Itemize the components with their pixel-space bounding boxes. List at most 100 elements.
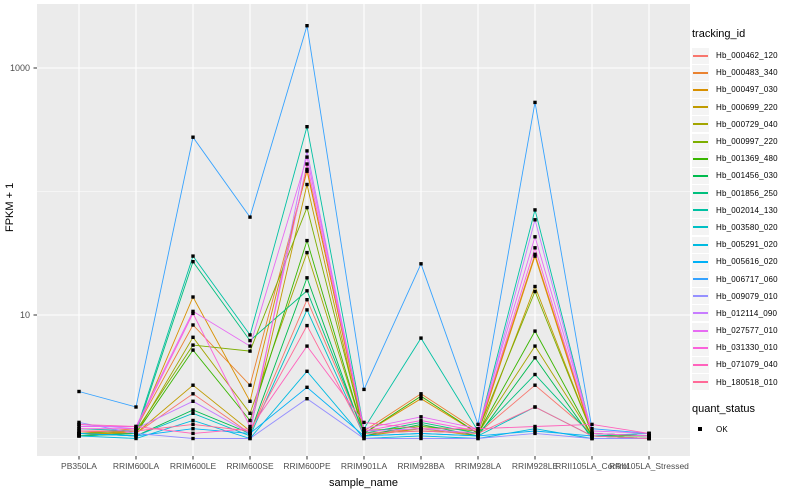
legend-key-line-icon xyxy=(693,71,708,74)
data-point xyxy=(590,436,594,441)
data-point xyxy=(77,434,81,438)
data-point xyxy=(305,125,309,129)
data-point xyxy=(647,436,651,441)
data-point xyxy=(191,427,195,431)
data-point xyxy=(305,276,309,280)
legend-item-label: Hb_003580_020 xyxy=(716,222,778,232)
legend-key-line-icon xyxy=(693,329,708,332)
data-point xyxy=(476,429,480,433)
legend-item-label: Hb_000497_030 xyxy=(716,85,778,95)
legend-item: Hb_005616_020 xyxy=(692,253,800,270)
data-point xyxy=(191,335,195,339)
data-point xyxy=(77,431,81,436)
legend-item-label: Hb_001369_480 xyxy=(716,154,778,164)
data-point xyxy=(476,436,480,441)
data-point xyxy=(476,422,480,427)
data-point xyxy=(305,162,309,166)
data-point xyxy=(533,254,537,258)
data-point xyxy=(248,418,252,423)
data-point xyxy=(248,424,252,429)
data-point xyxy=(134,427,138,431)
data-point xyxy=(647,431,651,436)
legend-item: Hb_000729_040 xyxy=(692,116,800,133)
data-point xyxy=(134,429,138,433)
legend-item-label: Hb_027577_010 xyxy=(716,326,778,336)
legend-key xyxy=(692,339,709,356)
data-point xyxy=(419,431,423,436)
data-point xyxy=(305,149,309,153)
legend-key xyxy=(692,99,709,116)
legend-item: Hb_001369_480 xyxy=(692,150,800,167)
data-point xyxy=(191,383,195,387)
data-point xyxy=(590,429,594,433)
legend-item-label: Hb_000462_120 xyxy=(716,51,778,61)
data-point xyxy=(248,383,252,387)
legend-key xyxy=(692,356,709,373)
data-point xyxy=(590,431,594,436)
data-point xyxy=(419,420,423,425)
data-point xyxy=(248,411,252,415)
legend-key xyxy=(692,167,709,184)
data-point xyxy=(77,424,81,429)
data-point xyxy=(305,169,309,173)
data-point xyxy=(419,429,423,433)
legend-key xyxy=(692,322,709,339)
legend-item-label: Hb_005616_020 xyxy=(716,257,778,267)
data-point xyxy=(419,424,423,429)
x-tick-label: RRIM600LA xyxy=(113,461,160,471)
legend-item-label: Hb_000729_040 xyxy=(716,119,778,129)
data-point xyxy=(77,427,81,431)
data-point xyxy=(533,427,537,431)
data-point xyxy=(191,392,195,396)
black-square-marker-icon xyxy=(698,427,702,432)
legend-item: Hb_001856_250 xyxy=(692,185,800,202)
legend-key-line-icon xyxy=(693,260,708,263)
data-point xyxy=(77,389,81,394)
legend-key-line-icon xyxy=(693,174,708,177)
data-point xyxy=(533,246,537,250)
data-point xyxy=(305,385,309,389)
data-point xyxy=(191,260,195,264)
data-point xyxy=(191,399,195,403)
x-tick-label: RRII105LA_Control xyxy=(555,461,629,471)
legend-item-label: Hb_031330_010 xyxy=(716,343,778,353)
data-point xyxy=(533,431,537,436)
data-point xyxy=(77,422,81,427)
data-point xyxy=(533,405,537,409)
data-point xyxy=(533,284,537,289)
data-point xyxy=(476,427,480,431)
legend-item-label: Hb_006717_060 xyxy=(716,274,778,284)
data-point xyxy=(533,208,537,212)
data-point xyxy=(305,298,309,302)
data-point xyxy=(590,422,594,427)
data-point xyxy=(419,336,423,340)
data-point xyxy=(533,372,537,377)
data-point xyxy=(305,369,309,373)
data-point xyxy=(305,205,309,210)
legend-item: Hb_071079_040 xyxy=(692,356,800,373)
data-point xyxy=(362,431,366,436)
data-point xyxy=(305,238,309,243)
legend-item-label: Hb_000997_220 xyxy=(716,137,778,147)
legend-key xyxy=(692,374,709,391)
legend-item-label: Hb_001456_030 xyxy=(716,171,778,181)
data-point xyxy=(419,427,423,431)
data-point xyxy=(419,422,423,427)
data-point xyxy=(533,100,537,105)
legend-key-line-icon xyxy=(693,312,708,315)
legend-item: Hb_003580_020 xyxy=(692,219,800,236)
data-point xyxy=(191,418,195,423)
legend-item: Hb_000483_340 xyxy=(692,64,800,81)
data-point xyxy=(533,424,537,429)
data-point xyxy=(248,338,252,343)
legend-item-label: Hb_002014_130 xyxy=(716,205,778,215)
legend-item: Hb_027577_010 xyxy=(692,322,800,339)
legend-item-label: Hb_071079_040 xyxy=(716,360,778,370)
data-point xyxy=(533,429,537,433)
legend-item-label: Hb_009079_010 xyxy=(716,291,778,301)
data-point xyxy=(362,420,366,425)
data-point xyxy=(362,387,366,392)
legend-key-line-icon xyxy=(693,157,708,160)
